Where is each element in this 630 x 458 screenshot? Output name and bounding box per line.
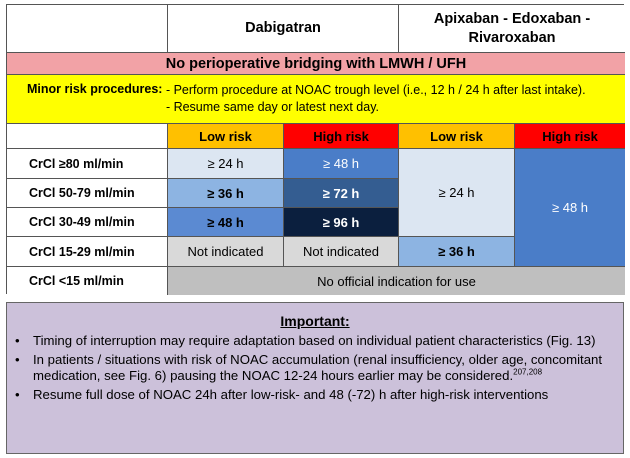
important-item-1: Timing of interruption may require adapt…: [33, 333, 596, 348]
dabi-low-crcl-80: ≥ 24 h: [168, 149, 284, 179]
dabi-high-crcl-15-29: Not indicated: [284, 237, 399, 267]
minor-risk-line-1: - Perform procedure at NOAC trough level…: [165, 83, 586, 97]
dabi-high-crcl-30-49: ≥ 96 h: [284, 208, 399, 237]
important-list: • Timing of interruption may require adap…: [7, 333, 623, 403]
dabi-low-risk-header: Low risk: [168, 124, 284, 149]
bridging-banner: No perioperative bridging with LMWH / UF…: [7, 53, 625, 75]
dabi-low-crcl-30-49: ≥ 48 h: [168, 208, 284, 237]
xa-low-risk-header: Low risk: [399, 124, 515, 149]
xa-high-merged: ≥ 48 h: [515, 149, 625, 267]
dabi-low-crcl-50-79: ≥ 36 h: [168, 179, 284, 208]
minor-risk-text: - Perform procedure at NOAC trough level…: [166, 82, 586, 116]
corner-cell: [7, 5, 168, 53]
row-label-crcl-50-79: CrCl 50-79 ml/min: [7, 179, 168, 208]
row-label-crcl-lt-15: CrCl <15 ml/min: [7, 267, 168, 295]
minor-risk-line-2: - Resume same day or latest next day.: [165, 100, 379, 114]
list-item: • In patients / situations with risk of N…: [15, 351, 613, 385]
minor-risk-procedures: Minor risk procedures: - Perform procedu…: [7, 75, 625, 124]
important-title: Important:: [280, 313, 350, 329]
dabi-high-risk-header: High risk: [284, 124, 399, 149]
row-label-crcl-15-29: CrCl 15-29 ml/min: [7, 237, 168, 267]
important-panel: Important: • Timing of interruption may r…: [6, 302, 624, 454]
factor-xa-header: Apixaban - Edoxaban - Rivaroxaban: [399, 5, 625, 53]
bullet-icon: •: [15, 333, 20, 348]
noac-interruption-table: Dabigatran Apixaban - Edoxaban - Rivarox…: [6, 4, 625, 295]
reference-superscript: 207,208: [513, 367, 543, 377]
row-label-crcl-30-49: CrCl 30-49 ml/min: [7, 208, 168, 237]
important-item-3: Resume full dose of NOAC 24h after low-r…: [33, 386, 549, 402]
dabi-high-crcl-80: ≥ 48 h: [284, 149, 399, 179]
dabigatran-header: Dabigatran: [168, 5, 399, 53]
xa-low-merged: ≥ 24 h: [399, 149, 515, 237]
list-item: • Resume full dose of NOAC 24h after low-…: [15, 386, 613, 404]
risk-header-spacer: [7, 124, 168, 149]
bullet-icon: •: [15, 386, 20, 402]
dabi-low-crcl-15-29: Not indicated: [168, 237, 284, 267]
xa-low-crcl-15-29: ≥ 36 h: [399, 237, 515, 267]
row-label-crcl-80: CrCl ≥80 ml/min: [7, 149, 168, 179]
list-item: • Timing of interruption may require adap…: [15, 333, 613, 350]
dabi-high-crcl-50-79: ≥ 72 h: [284, 179, 399, 208]
xa-high-risk-header: High risk: [515, 124, 625, 149]
no-indication-span: No official indication for use: [168, 267, 625, 295]
minor-risk-label: Minor risk procedures:: [27, 82, 166, 96]
bullet-icon: •: [15, 351, 20, 367]
important-item-2: In patients / situations with risk of NO…: [33, 351, 603, 384]
